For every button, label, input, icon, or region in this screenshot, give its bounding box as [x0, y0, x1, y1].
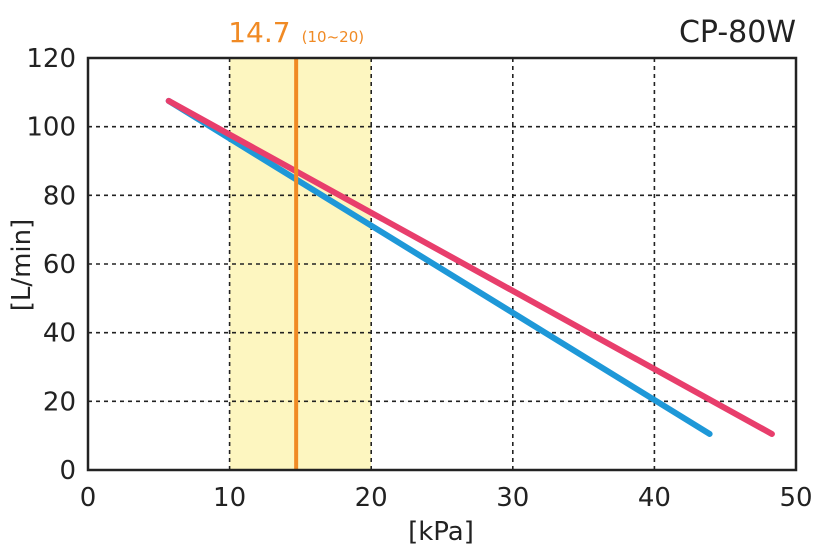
marker-value: 14.7: [228, 16, 290, 49]
x-tick-label: 40: [638, 483, 671, 513]
marker-label: 14.7 (10~20): [228, 16, 364, 49]
y-tick-label: 40: [43, 319, 76, 349]
x-axis-label: [kPa]: [408, 517, 474, 547]
plot-frame: [86, 56, 798, 472]
series-layer: [165, 97, 775, 437]
y-tick-label: 20: [43, 387, 76, 417]
grid: [88, 58, 796, 470]
y-tick-label: 100: [26, 113, 76, 143]
x-tick-label: 10: [213, 483, 246, 513]
x-tick-labels: 0 10 20 30 40 50: [80, 483, 813, 513]
y-tick-label: 80: [43, 181, 76, 211]
y-tick-labels: 0 20 40 60 80 100 120: [26, 44, 76, 486]
series-line-1: [165, 97, 713, 437]
x-tick-label: 30: [496, 483, 529, 513]
y-tick-label: 60: [43, 250, 76, 280]
y-axis-label: [L/min]: [7, 219, 37, 312]
marker-range: (10~20): [302, 28, 364, 46]
y-tick-label: 120: [26, 44, 76, 74]
model-title: CP-80W: [679, 15, 796, 50]
y-tick-label: 0: [59, 456, 76, 486]
x-tick-label: 20: [355, 483, 388, 513]
x-tick-label: 50: [779, 483, 812, 513]
x-tick-label: 0: [80, 483, 97, 513]
series-line-2: [165, 97, 775, 437]
